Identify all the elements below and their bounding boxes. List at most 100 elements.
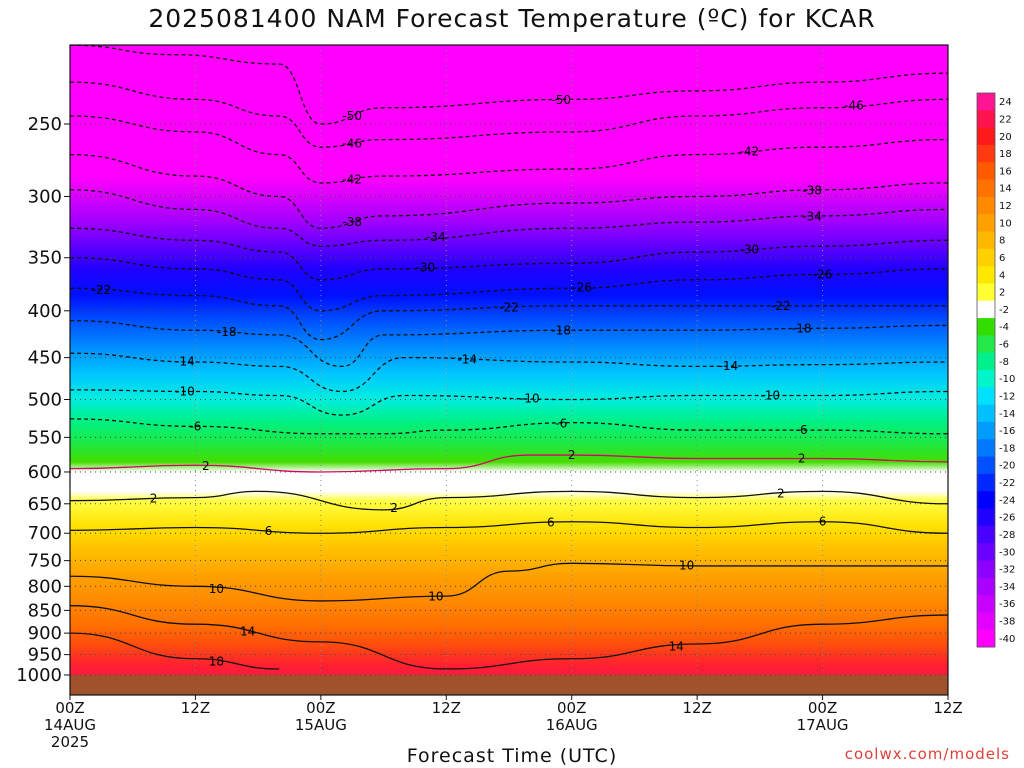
plot-area: -50 -50 -46 -46 -42 -42 -38 -38 -34 -34 -30 -30 -26 -… (69, 45, 949, 695)
isotherm-line (70, 81, 948, 148)
colorbar-swatch (977, 473, 995, 492)
colorbar-swatch (977, 491, 995, 509)
isotherm-label: -50 (551, 93, 571, 107)
x-tick-label: 00Z (306, 699, 335, 717)
colorbar-label: 24 (999, 97, 1012, 108)
isotherm-label: -6 (796, 423, 808, 437)
ground-strip (70, 675, 948, 695)
x-tick-date: 16AUG (546, 716, 598, 734)
colorbar-label: -14 (999, 409, 1015, 420)
isotherm-line (70, 418, 948, 435)
colorbar-label: 10 (999, 218, 1012, 229)
isotherm-label: 2 (202, 459, 210, 473)
isotherm-line (70, 632, 280, 670)
isotherm-label: 18 (209, 654, 224, 668)
isotherm-label: -18 (217, 325, 237, 339)
colorbar-label: 16 (999, 166, 1012, 177)
isotherm-label: -38 (342, 215, 362, 229)
y-tick-label: 800 (28, 576, 62, 597)
y-tick-label: 400 (28, 301, 62, 322)
colorbar-swatch (977, 560, 995, 579)
colorbar-label: 20 (999, 132, 1012, 143)
isotherm-label: -46 (844, 99, 864, 113)
x-tick-label: 12Z (682, 699, 711, 717)
y-tick-label: 1000 (16, 665, 62, 686)
x-tick-label: 12Z (432, 699, 461, 717)
y-tick-label: 500 (28, 390, 62, 411)
y-tick-label: 750 (28, 551, 62, 572)
isotherm-label: -14 (719, 359, 739, 373)
x-tick-label: 12Z (181, 699, 210, 717)
isotherm-line (70, 257, 948, 312)
x-tick-date: 14AUG (44, 716, 96, 734)
colorbar-label: -26 (999, 513, 1015, 524)
isotherm-line (70, 45, 948, 125)
isotherm-label: 6 (265, 524, 273, 538)
isotherm-label: 2 (150, 492, 158, 506)
isotherm-label: -38 (802, 183, 822, 197)
x-tick-year: 2025 (51, 733, 89, 751)
colorbar-label: 8 (999, 236, 1005, 247)
colorbar-label: -18 (999, 443, 1015, 454)
isotherm-line (70, 521, 948, 534)
colorbar-swatch (977, 196, 995, 215)
colorbar-swatch (977, 214, 995, 232)
x-tick-date: 15AUG (295, 716, 347, 734)
y-tick-label: 550 (28, 427, 62, 448)
isotherm-line (70, 454, 948, 473)
x-axis-title: Forecast Time (UTC) (406, 745, 618, 767)
y-tick-label: 900 (28, 623, 62, 644)
colorbar-label: -38 (999, 617, 1015, 628)
colorbar-frame (976, 92, 996, 648)
isotherm-label: -18 (551, 323, 571, 337)
colorbar-label: -22 (999, 478, 1015, 489)
colorbar-swatch (977, 508, 995, 527)
isotherm-label: 2 (390, 501, 398, 515)
y-tick-label: 450 (28, 348, 62, 369)
colorbar-swatch (977, 352, 995, 371)
isotherm-line (70, 605, 948, 670)
colorbar-label: -24 (999, 495, 1015, 506)
colorbar-label: -2 (999, 305, 1009, 316)
isotherm-label: -34 (802, 209, 822, 223)
colorbar-swatch (977, 439, 995, 458)
isotherm-line (70, 389, 948, 416)
colorbar-swatch (977, 612, 995, 631)
isotherm-line (70, 562, 948, 602)
colorbar-swatch (977, 283, 995, 302)
axes: 2503003504004505005506006507007508008509… (16, 44, 963, 751)
isotherm-label: -22 (92, 283, 112, 297)
isotherm-label: -14 (175, 354, 195, 368)
colorbar-label: -10 (999, 374, 1015, 385)
credit-text[interactable]: coolwx.com/models (844, 745, 1010, 763)
plot-frame (69, 44, 949, 696)
colorbar-swatch (977, 127, 995, 146)
y-tick-label: 950 (28, 645, 62, 666)
y-tick-label: 600 (28, 462, 62, 483)
isotherms: -50 -50 -46 -46 -42 -42 -38 -38 -34 -34 -30 -30 -26 -… (70, 45, 948, 670)
colorbar-swatch (977, 266, 995, 284)
colorbar-label: 2 (999, 288, 1005, 299)
isotherm-label: 10 (209, 582, 224, 596)
colorbar-swatch (977, 93, 995, 111)
isotherm-label: -10 (520, 392, 540, 406)
colorbar-label: -32 (999, 565, 1015, 576)
isotherm-label: -30 (416, 261, 436, 275)
colorbar-label: -30 (999, 547, 1015, 558)
colorbar-swatch (977, 525, 995, 544)
x-tick-label: 00Z (808, 699, 837, 717)
isotherm-label: -34 (426, 230, 446, 244)
isotherm-label: -14 (457, 352, 477, 366)
y-tick-label: 300 (28, 186, 62, 207)
isotherm-label: -6 (555, 416, 567, 430)
isotherm-label: -30 (740, 243, 760, 257)
isotherm-label: -26 (813, 267, 833, 281)
colorbar-label: 14 (999, 184, 1012, 195)
colorbar-swatch (977, 300, 995, 319)
isotherm-label: -22 (499, 300, 519, 314)
colorbar-label: -40 (999, 634, 1015, 645)
isotherm-label: -10 (175, 384, 195, 398)
colorbar-swatch (977, 318, 995, 336)
colorbar-swatch (977, 421, 995, 440)
